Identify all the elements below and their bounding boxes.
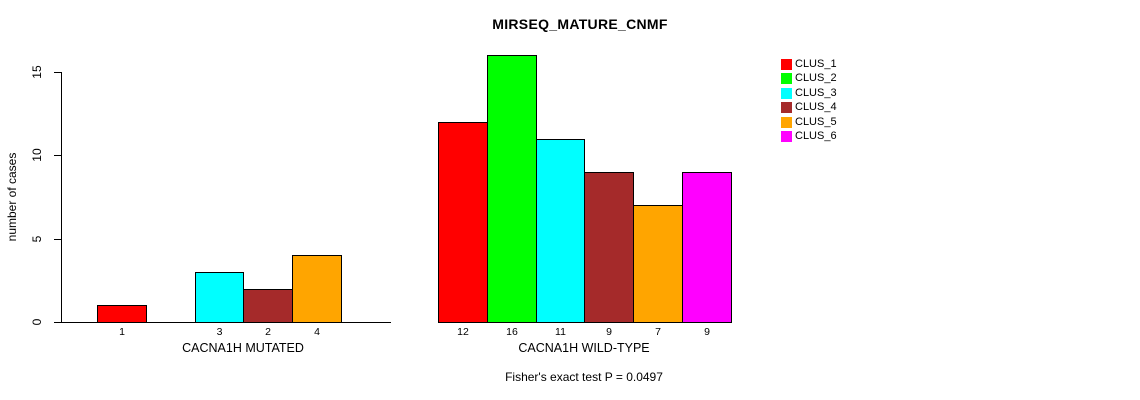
bar-value-label: 1 (119, 326, 125, 338)
y-axis-tick-label: 10 (30, 148, 44, 162)
legend-label-clus_3: CLUS_3 (795, 87, 837, 99)
bar-clus_2-wildtype (487, 55, 537, 323)
bar-value-label: 9 (704, 326, 710, 338)
y-axis-tick-label: 5 (30, 235, 44, 243)
bar-clus_3-wildtype (536, 139, 585, 323)
bar-clus_1-mutated (97, 305, 147, 323)
bar-value-label: 16 (506, 326, 518, 338)
bar-clus_5-mutated (292, 255, 342, 323)
bar-clus_6-wildtype (682, 172, 732, 323)
legend-swatch-clus_2 (781, 73, 792, 84)
y-axis-tick (54, 155, 61, 156)
chart-title: MIRSEQ_MATURE_CNMF (492, 16, 668, 32)
bar-clus_5-wildtype (633, 205, 683, 323)
bar-value-label: 9 (606, 326, 612, 338)
bar-clus_1-wildtype (438, 122, 488, 323)
y-axis-tick-label: 15 (30, 65, 44, 79)
legend-swatch-clus_4 (781, 102, 792, 113)
y-axis-tick (54, 72, 61, 73)
y-axis-tick-label: 0 (30, 318, 44, 326)
bar-value-label: 11 (555, 326, 566, 338)
legend-swatch-clus_3 (781, 88, 792, 99)
legend-label-clus_1: CLUS_1 (795, 58, 837, 70)
y-axis-label: number of cases (5, 152, 19, 242)
legend-label-clus_5: CLUS_5 (795, 116, 837, 128)
legend-label-clus_4: CLUS_4 (795, 101, 837, 113)
legend-label-clus_2: CLUS_2 (795, 72, 837, 84)
bar-value-label: 4 (314, 326, 320, 338)
y-axis-tick (54, 239, 61, 240)
y-axis-line (61, 72, 62, 323)
y-axis-tick (54, 322, 61, 323)
bar-value-label: 12 (457, 326, 469, 338)
legend-swatch-clus_1 (781, 59, 792, 70)
bar-value-label: 7 (655, 326, 661, 338)
legend-swatch-clus_6 (781, 131, 792, 142)
legend-swatch-clus_5 (781, 117, 792, 128)
group-label-mutated: CACNA1H MUTATED (182, 341, 304, 355)
bar-value-label: 3 (216, 326, 223, 338)
group-label-wildtype: CACNA1H WILD-TYPE (518, 341, 650, 355)
bar-clus_4-wildtype (584, 172, 634, 323)
bar-clus_3-mutated (195, 272, 244, 323)
bar-value-label: 2 (265, 326, 271, 338)
fisher-test-annotation: Fisher's exact test P = 0.0497 (505, 370, 663, 384)
legend-label-clus_6: CLUS_6 (795, 130, 837, 142)
bar-clus_4-mutated (243, 289, 293, 323)
